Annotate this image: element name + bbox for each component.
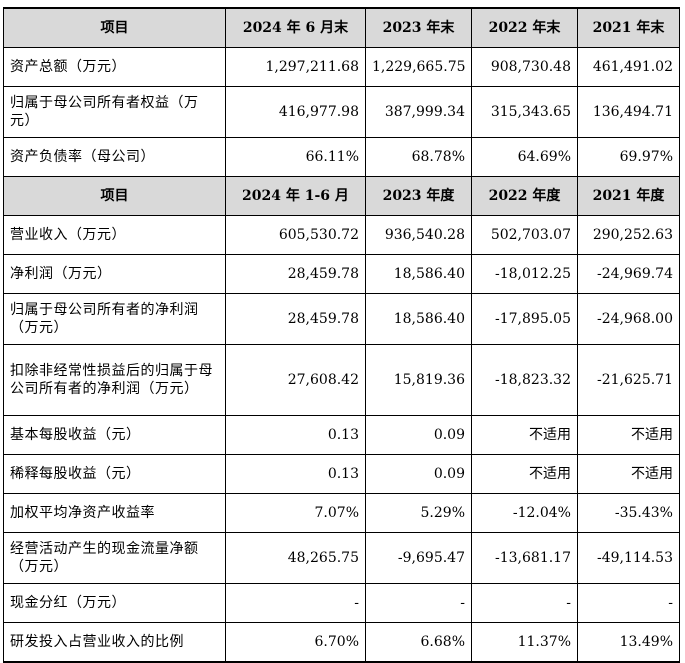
financial-summary-table: 项目 2024 年 6 月末 2023 年末 2022 年末 2021 年末 资… (3, 7, 680, 663)
header-row-income: 项目 2024 年 1-6 月 2023 年度 2022 年度 2021 年度 (3, 176, 680, 216)
cell-value: 315,343.65 (471, 86, 578, 138)
cell-value: 461,491.02 (577, 47, 680, 87)
cell-value: -18,012.25 (471, 254, 578, 294)
row-label: 加权平均净资产收益率 (3, 493, 226, 533)
cell-value: 0.13 (225, 415, 366, 455)
cell-value: 1,229,665.75 (365, 47, 472, 87)
row-label: 归属于母公司所有者的净利润（万元） (3, 293, 226, 345)
cell-value: 13.49% (577, 622, 680, 663)
table-row: 归属于母公司所有者权益（万元） 416,977.98 387,999.34 31… (3, 86, 680, 138)
cell-value: 416,977.98 (225, 86, 366, 138)
table-row: 净利润（万元） 28,459.78 18,586.40 -18,012.25 -… (3, 254, 680, 294)
cell-value: - (365, 583, 472, 623)
cell-value: 不适用 (471, 415, 578, 455)
row-label: 经营活动产生的现金流量净额（万元） (3, 532, 226, 584)
cell-value: 502,703.07 (471, 215, 578, 255)
cell-value: 18,586.40 (365, 254, 472, 294)
cell-value: -18,823.32 (471, 344, 578, 416)
cell-value: 27,608.42 (225, 344, 366, 416)
table-row: 经营活动产生的现金流量净额（万元） 48,265.75 -9,695.47 -1… (3, 532, 680, 584)
cell-value: -24,969.74 (577, 254, 680, 294)
cell-value: 387,999.34 (365, 86, 472, 138)
header-period-2021-end: 2021 年末 (577, 7, 680, 48)
header-period-2024-h1: 2024 年 1-6 月 (225, 176, 366, 216)
cell-value: 不适用 (471, 454, 578, 494)
header-item: 项目 (3, 7, 226, 48)
table-row: 扣除非经常性损益后的归属于母公司所有者的净利润（万元） 27,608.42 15… (3, 344, 680, 416)
table-row: 加权平均净资产收益率 7.07% 5.29% -12.04% -35.43% (3, 493, 680, 533)
cell-value: 18,586.40 (365, 293, 472, 345)
table-row: 研发投入占营业收入的比例 6.70% 6.68% 11.37% 13.49% (3, 622, 680, 663)
cell-value: -9,695.47 (365, 532, 472, 584)
cell-value: -17,895.05 (471, 293, 578, 345)
cell-value: 136,494.71 (577, 86, 680, 138)
header-item: 项目 (3, 176, 226, 216)
cell-value: 0.13 (225, 454, 366, 494)
row-label: 资产总额（万元） (3, 47, 226, 87)
cell-value: 11.37% (471, 622, 578, 663)
cell-value: 68.78% (365, 137, 472, 177)
header-period-2021-year: 2021 年度 (577, 176, 680, 216)
table-row: 资产负债率（母公司） 66.11% 68.78% 64.69% 69.97% (3, 137, 680, 177)
cell-value: 908,730.48 (471, 47, 578, 87)
cell-value: 15,819.36 (365, 344, 472, 416)
cell-value: -35.43% (577, 493, 680, 533)
cell-value: - (225, 583, 366, 623)
cell-value: 1,297,211.68 (225, 47, 366, 87)
row-label: 净利润（万元） (3, 254, 226, 294)
cell-value: 不适用 (577, 454, 680, 494)
header-row-balance: 项目 2024 年 6 月末 2023 年末 2022 年末 2021 年末 (3, 7, 680, 48)
header-period-2023-year: 2023 年度 (365, 176, 472, 216)
row-label: 扣除非经常性损益后的归属于母公司所有者的净利润（万元） (3, 344, 226, 416)
row-label: 基本每股收益（元） (3, 415, 226, 455)
cell-value: 6.68% (365, 622, 472, 663)
cell-value: 不适用 (577, 415, 680, 455)
row-label: 归属于母公司所有者权益（万元） (3, 86, 226, 138)
cell-value: -12.04% (471, 493, 578, 533)
cell-value: 69.97% (577, 137, 680, 177)
table-row: 稀释每股收益（元） 0.13 0.09 不适用 不适用 (3, 454, 680, 494)
cell-value: - (471, 583, 578, 623)
header-period-2023-end: 2023 年末 (365, 7, 472, 48)
table-row: 归属于母公司所有者的净利润（万元） 28,459.78 18,586.40 -1… (3, 293, 680, 345)
table-row: 现金分红（万元） - - - - (3, 583, 680, 623)
cell-value: -21,625.71 (577, 344, 680, 416)
cell-value: 28,459.78 (225, 293, 366, 345)
header-period-2024-jun: 2024 年 6 月末 (225, 7, 366, 48)
row-label: 稀释每股收益（元） (3, 454, 226, 494)
cell-value: 66.11% (225, 137, 366, 177)
cell-value: -13,681.17 (471, 532, 578, 584)
table-row: 资产总额（万元） 1,297,211.68 1,229,665.75 908,7… (3, 47, 680, 87)
cell-value: 5.29% (365, 493, 472, 533)
row-label: 研发投入占营业收入的比例 (3, 622, 226, 663)
cell-value: -49,114.53 (577, 532, 680, 584)
cell-value: 290,252.63 (577, 215, 680, 255)
table-row: 基本每股收益（元） 0.13 0.09 不适用 不适用 (3, 415, 680, 455)
cell-value: 64.69% (471, 137, 578, 177)
row-label: 现金分红（万元） (3, 583, 226, 623)
header-period-2022-year: 2022 年度 (471, 176, 578, 216)
cell-value: 7.07% (225, 493, 366, 533)
row-label: 资产负债率（母公司） (3, 137, 226, 177)
cell-value: 936,540.28 (365, 215, 472, 255)
cell-value: 0.09 (365, 454, 472, 494)
row-label: 营业收入（万元） (3, 215, 226, 255)
cell-value: 48,265.75 (225, 532, 366, 584)
header-period-2022-end: 2022 年末 (471, 7, 578, 48)
cell-value: - (577, 583, 680, 623)
cell-value: -24,968.00 (577, 293, 680, 345)
cell-value: 605,530.72 (225, 215, 366, 255)
cell-value: 28,459.78 (225, 254, 366, 294)
cell-value: 0.09 (365, 415, 472, 455)
table-row: 营业收入（万元） 605,530.72 936,540.28 502,703.0… (3, 215, 680, 255)
cell-value: 6.70% (225, 622, 366, 663)
